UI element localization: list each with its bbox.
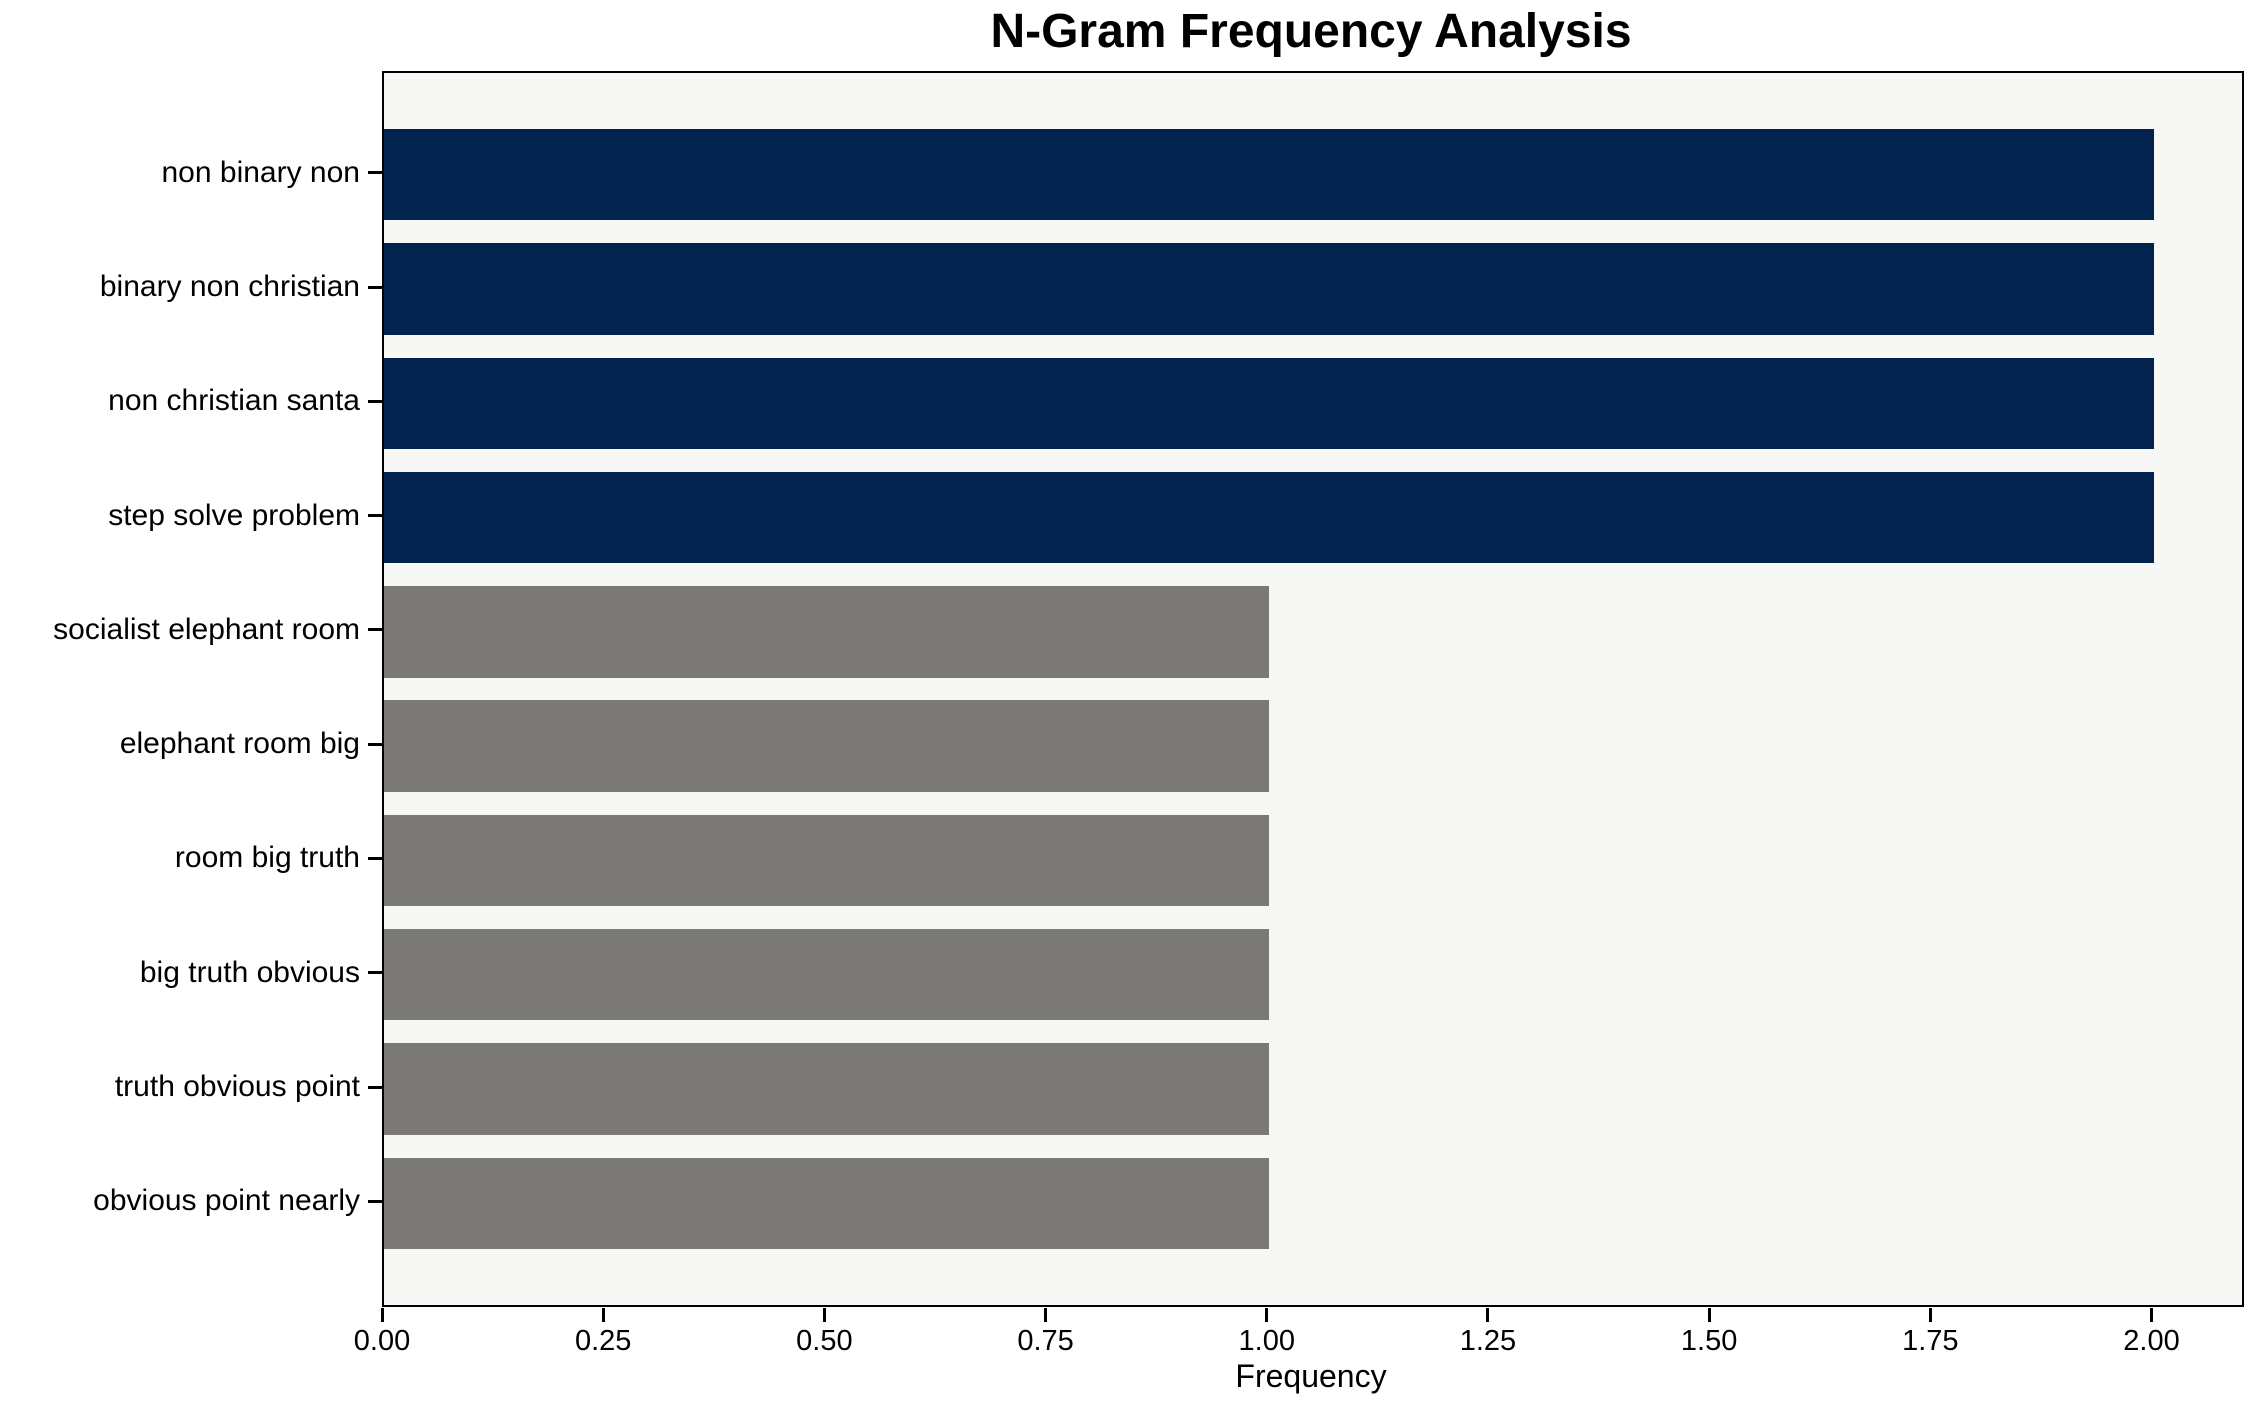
bar: [384, 243, 2154, 335]
plot-area: [382, 71, 2244, 1307]
bar: [384, 700, 1269, 792]
y-tick-label: binary non christian: [99, 270, 360, 303]
y-tick-mark: [368, 1085, 382, 1089]
x-tick-label: 2.00: [2123, 1325, 2180, 1357]
bar: [384, 471, 2154, 564]
bar: [384, 586, 1269, 678]
x-tick-label: 0.25: [574, 1325, 632, 1357]
bar: [384, 929, 1269, 1021]
x-tick-mark: [601, 1308, 605, 1322]
x-tick-mark: [2150, 1308, 2154, 1322]
y-tick-label: non binary non: [161, 155, 361, 189]
bar: [384, 357, 2154, 449]
y-tick-mark: [368, 1199, 382, 1203]
y-tick-label: truth obvious point: [114, 1070, 360, 1103]
y-tick-mark: [368, 856, 382, 860]
y-tick-mark: [368, 971, 382, 975]
x-tick-mark: [1928, 1308, 1932, 1322]
x-tick-label: 0.50: [796, 1325, 853, 1357]
y-tick-label: big truth obvious: [139, 955, 360, 989]
x-tick-label: 1.00: [1238, 1325, 1295, 1357]
y-tick-mark: [368, 285, 382, 289]
y-tick-mark: [368, 628, 382, 632]
bar: [384, 1157, 1269, 1249]
x-tick-mark: [1044, 1308, 1048, 1322]
x-tick-label: 0.00: [353, 1325, 411, 1357]
x-tick-label: 1.25: [1459, 1325, 1517, 1357]
y-tick-mark: [368, 171, 382, 175]
x-tick-mark: [1707, 1308, 1711, 1322]
y-tick-label: step solve problem: [108, 498, 360, 532]
y-tick-label: socialist elephant room: [53, 612, 360, 646]
chart-title: N-Gram Frequency Analysis: [990, 5, 1632, 58]
x-tick-mark: [1486, 1308, 1490, 1322]
x-tick-mark: [822, 1308, 826, 1322]
x-tick-label: 0.75: [1017, 1325, 1074, 1357]
x-tick-mark: [380, 1308, 384, 1322]
y-tick-mark: [368, 399, 382, 403]
y-tick-label: elephant room big: [119, 727, 360, 761]
x-tick-label: 1.75: [1902, 1325, 1959, 1357]
bar: [384, 129, 2154, 221]
y-tick-mark: [368, 514, 382, 518]
x-axis-label: Frequency: [1235, 1358, 1387, 1394]
bar: [384, 814, 1269, 907]
y-tick-label: room big truth: [174, 841, 360, 875]
x-tick-label: 1.50: [1680, 1325, 1738, 1357]
y-tick-label: obvious point nearly: [93, 1184, 360, 1218]
y-tick-mark: [368, 742, 382, 746]
bar: [384, 1043, 1269, 1135]
x-tick-mark: [1265, 1308, 1269, 1322]
y-tick-label: non christian santa: [108, 384, 360, 418]
